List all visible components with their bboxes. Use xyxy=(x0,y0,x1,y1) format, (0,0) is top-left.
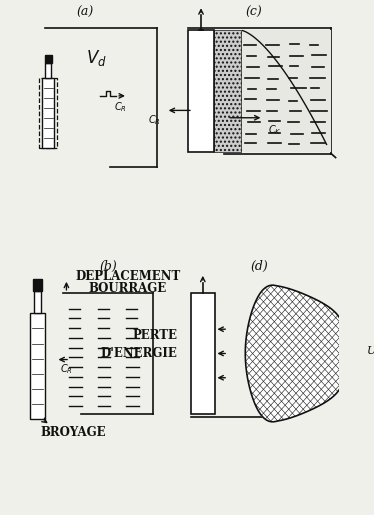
Text: $C_K$: $C_K$ xyxy=(268,123,282,136)
Bar xyxy=(33,279,42,290)
Bar xyxy=(188,30,214,151)
Bar xyxy=(39,78,57,148)
Text: (a): (a) xyxy=(77,6,94,20)
Bar xyxy=(45,55,52,63)
Text: $V_d$: $V_d$ xyxy=(86,48,107,68)
Text: BOURRAGE: BOURRAGE xyxy=(89,282,167,295)
Bar xyxy=(191,293,215,414)
Text: (d): (d) xyxy=(250,260,268,273)
Text: BROYAGE: BROYAGE xyxy=(41,426,107,439)
Polygon shape xyxy=(245,285,345,422)
Bar xyxy=(45,63,51,78)
Text: $C_R$: $C_R$ xyxy=(114,100,127,114)
Bar xyxy=(241,30,331,151)
Text: (c): (c) xyxy=(246,6,263,20)
Bar xyxy=(30,313,45,419)
Text: (b): (b) xyxy=(99,260,117,273)
Bar xyxy=(214,30,241,151)
Text: $C_R$: $C_R$ xyxy=(60,363,73,376)
Bar xyxy=(43,78,54,148)
Text: D'ENERGIE: D'ENERGIE xyxy=(101,347,178,360)
Bar xyxy=(34,290,41,313)
Text: DEPLACEMENT: DEPLACEMENT xyxy=(75,270,181,283)
Text: $C_R$: $C_R$ xyxy=(148,113,161,127)
Text: PERTE: PERTE xyxy=(132,329,178,342)
Text: U: U xyxy=(367,347,374,356)
